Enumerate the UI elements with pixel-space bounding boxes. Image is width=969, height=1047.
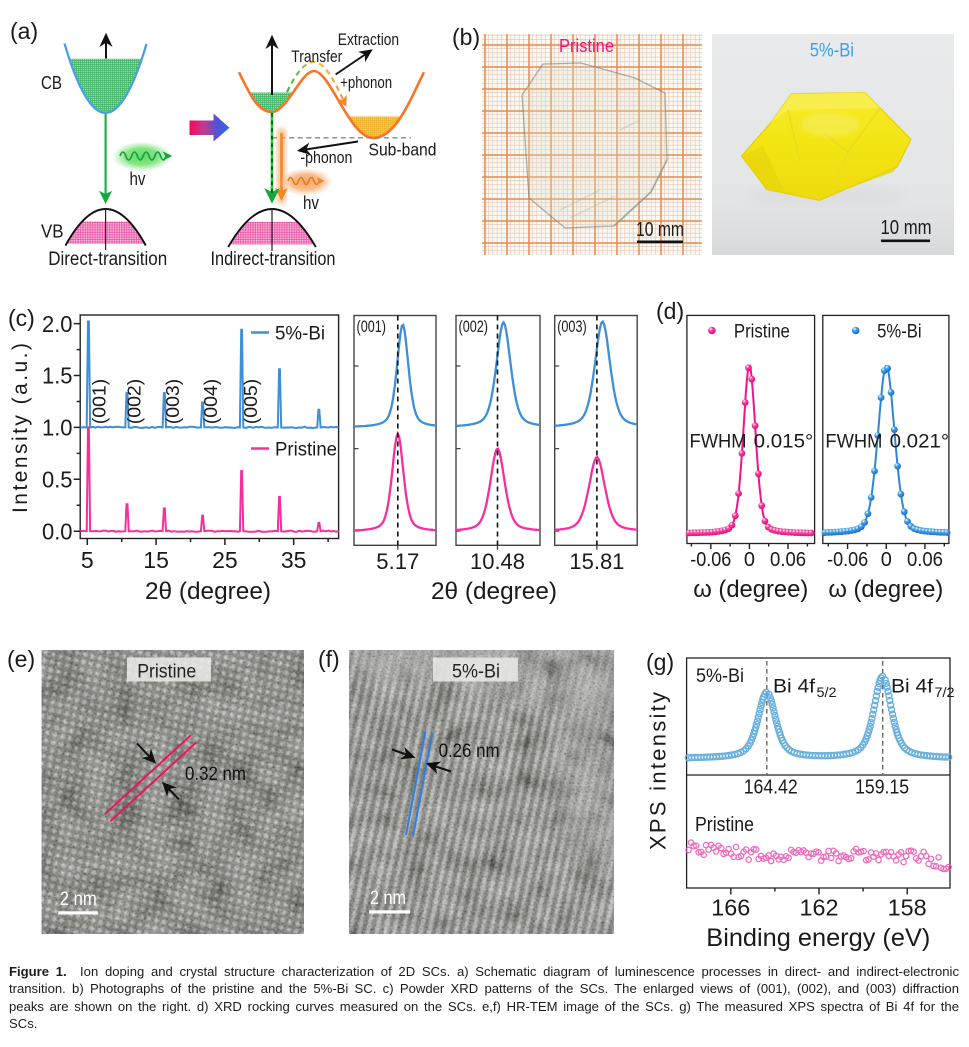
svg-text:Extraction: Extraction (338, 30, 399, 49)
svg-text:(f): (f) (318, 646, 340, 672)
svg-text:Direct-transition: Direct-transition (48, 249, 167, 270)
svg-text:Pristine: Pristine (559, 35, 614, 56)
svg-text:5%-Bi: 5%-Bi (275, 324, 325, 345)
svg-text:0.021°: 0.021° (890, 432, 950, 453)
svg-text:25: 25 (212, 547, 238, 573)
svg-text:(001): (001) (357, 318, 387, 336)
svg-text:5%-Bi: 5%-Bi (810, 41, 854, 62)
svg-text:10 mm: 10 mm (636, 219, 684, 241)
svg-text:2θ (degree): 2θ (degree) (431, 578, 557, 605)
svg-text:(001): (001) (89, 379, 109, 425)
svg-text:CB: CB (41, 73, 62, 93)
svg-text:Bi 4f: Bi 4f (891, 677, 934, 698)
svg-text:(004): (004) (201, 379, 221, 425)
svg-text:5%-Bi: 5%-Bi (877, 322, 922, 343)
svg-text:Pristine: Pristine (137, 661, 196, 682)
svg-text:158: 158 (888, 895, 927, 921)
svg-text:5/2: 5/2 (817, 684, 837, 700)
svg-text:162: 162 (800, 895, 839, 921)
svg-text:Bi 4f: Bi 4f (773, 677, 816, 698)
svg-text:15: 15 (143, 547, 169, 573)
svg-text:FWHM: FWHM (690, 432, 747, 453)
svg-text:-phonon: -phonon (300, 148, 352, 167)
svg-text:0.0: 0.0 (42, 518, 73, 544)
svg-text:Pristine: Pristine (695, 814, 754, 836)
svg-text:0.015°: 0.015° (754, 432, 814, 453)
svg-text:2θ (degree): 2θ (degree) (145, 578, 271, 605)
svg-text:2 nm: 2 nm (370, 888, 406, 909)
svg-text:0.5: 0.5 (42, 467, 73, 493)
svg-text:0: 0 (881, 549, 892, 571)
svg-text:Pristine: Pristine (734, 322, 790, 343)
svg-text:(a): (a) (10, 18, 38, 44)
svg-text:7/2: 7/2 (935, 684, 955, 700)
svg-text:+phonon: +phonon (340, 73, 392, 92)
svg-text:(003): (003) (163, 379, 183, 425)
svg-text:159.15: 159.15 (855, 777, 909, 799)
svg-text:ω (degree): ω (degree) (693, 576, 808, 603)
svg-text:(005): (005) (241, 379, 261, 425)
svg-text:hv: hv (130, 169, 146, 189)
svg-text:1.5: 1.5 (42, 363, 73, 389)
svg-text:ω (degree): ω (degree) (828, 576, 943, 603)
svg-text:(g): (g) (646, 649, 674, 675)
svg-text:5%-Bi: 5%-Bi (696, 666, 744, 687)
svg-text:Indirect-transition: Indirect-transition (211, 249, 336, 270)
svg-text:(d): (d) (656, 298, 684, 324)
svg-text:(003): (003) (557, 318, 587, 336)
svg-text:Binding energy (eV): Binding energy (eV) (706, 924, 930, 952)
svg-text:0.26 nm: 0.26 nm (439, 741, 500, 762)
svg-text:2 nm: 2 nm (60, 889, 97, 910)
svg-text:(e): (e) (7, 646, 35, 672)
svg-text:0.06: 0.06 (907, 549, 943, 571)
svg-text:2.0: 2.0 (42, 311, 73, 337)
svg-text:-0.06: -0.06 (827, 549, 868, 571)
svg-text:Transfer: Transfer (291, 47, 342, 66)
svg-text:1.0: 1.0 (42, 415, 73, 441)
svg-text:10 mm: 10 mm (881, 217, 932, 239)
svg-text:-0.06: -0.06 (690, 549, 731, 571)
svg-text:(b): (b) (452, 24, 480, 50)
svg-text:0: 0 (744, 549, 755, 571)
svg-text:5.17: 5.17 (376, 549, 419, 574)
svg-text:0.06: 0.06 (770, 549, 806, 571)
svg-text:(002): (002) (459, 318, 489, 336)
svg-text:(002): (002) (124, 379, 144, 425)
svg-text:5: 5 (81, 547, 94, 573)
svg-text:(c): (c) (8, 305, 35, 331)
svg-text:5%-Bi: 5%-Bi (452, 661, 500, 682)
svg-text:FWHM: FWHM (825, 432, 882, 453)
svg-text:Pristine: Pristine (275, 440, 337, 461)
svg-text:hv: hv (303, 193, 319, 213)
svg-text:35: 35 (281, 547, 307, 573)
svg-text:10.48: 10.48 (470, 549, 525, 574)
svg-text:VB: VB (41, 222, 64, 242)
svg-text:166: 166 (711, 895, 750, 921)
svg-text:0.32 nm: 0.32 nm (185, 764, 246, 785)
svg-text:Sub-band: Sub-band (369, 140, 437, 160)
svg-text:164.42: 164.42 (744, 777, 798, 799)
svg-text:15.81: 15.81 (569, 549, 624, 574)
